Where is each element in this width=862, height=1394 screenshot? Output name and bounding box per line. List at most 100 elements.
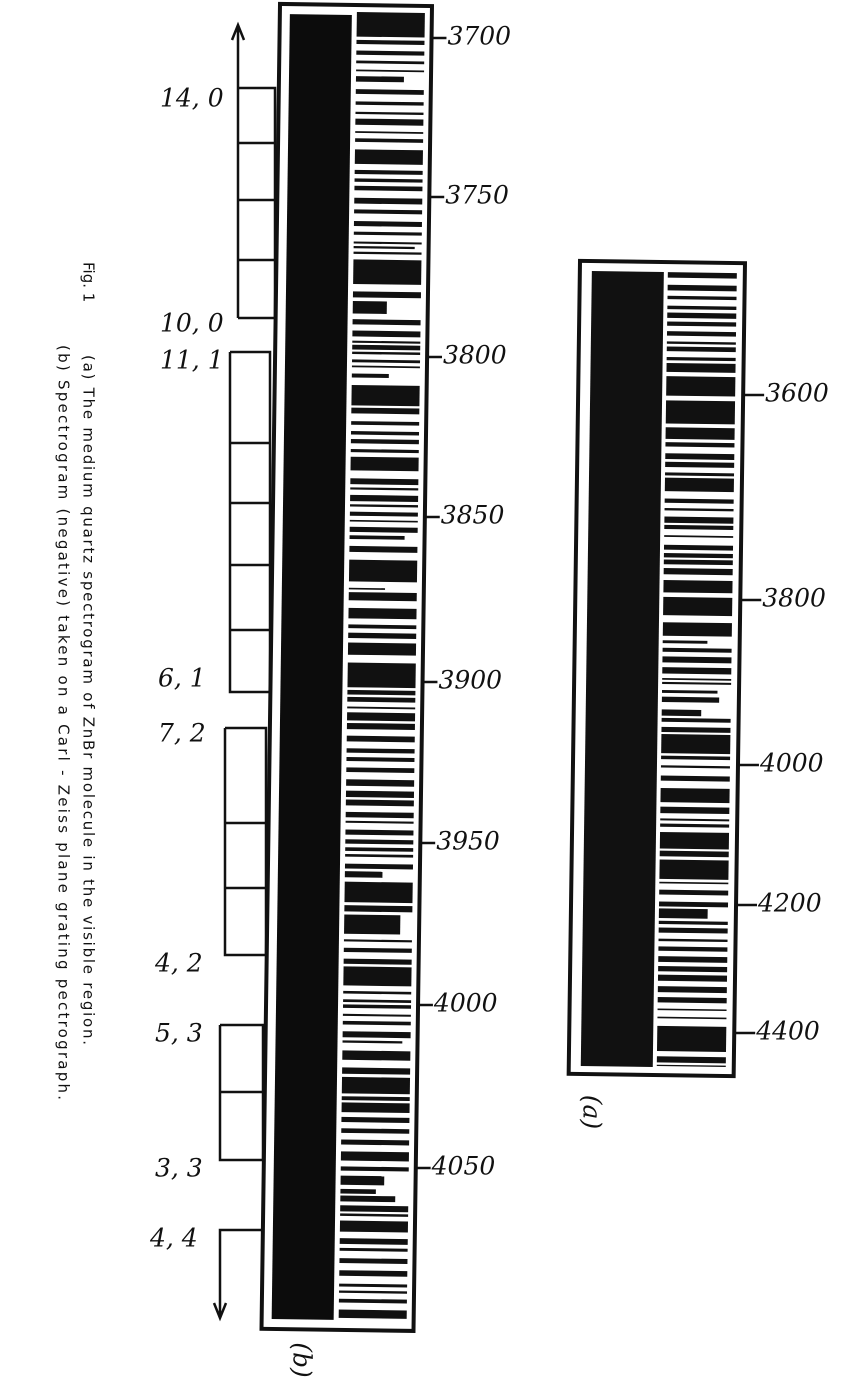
continuum-strip	[580, 271, 664, 1067]
spectral-line	[659, 901, 729, 908]
spectral-line	[662, 681, 732, 685]
spectral-line	[656, 1025, 727, 1052]
spectral-line	[348, 587, 386, 590]
spectral-line	[341, 1128, 410, 1134]
spectral-line	[666, 356, 736, 362]
spectral-line	[354, 209, 423, 215]
spectral-line	[342, 1031, 411, 1039]
spectral-line	[353, 231, 422, 236]
spectral-line	[657, 1008, 727, 1012]
spectral-line	[666, 376, 736, 397]
spectral-line	[345, 853, 414, 858]
spectral-line	[355, 118, 424, 126]
spectral-line	[656, 1064, 726, 1067]
band-head-label: 4, 2	[154, 949, 203, 978]
spectral-line	[345, 839, 414, 845]
spectral-line	[350, 494, 419, 503]
spectral-line	[661, 689, 718, 694]
spectral-line	[665, 427, 735, 440]
spectral-line	[662, 640, 708, 644]
spectral-line	[352, 330, 421, 338]
spectral-line	[347, 642, 417, 656]
spectral-line	[345, 847, 414, 852]
spectral-line	[347, 689, 416, 696]
spectral-line	[346, 757, 415, 762]
spectral-line	[349, 519, 418, 523]
spectral-line	[344, 881, 413, 904]
spectral-line	[661, 726, 731, 733]
spectral-line	[348, 607, 417, 620]
spectral-line	[354, 178, 423, 183]
spectral-line	[658, 908, 708, 919]
spectral-line	[353, 246, 415, 250]
band-head-label: 11, 1	[160, 346, 224, 375]
wavelength-label: 4050	[431, 1152, 496, 1181]
spectral-line	[657, 974, 728, 982]
spectral-line	[661, 696, 720, 703]
spectral-line	[351, 421, 420, 426]
spectral-line	[662, 667, 732, 675]
spectral-line	[664, 507, 734, 512]
spectral-line	[356, 39, 425, 45]
wavelength-label: 4400	[755, 1017, 820, 1046]
spectral-line	[664, 524, 734, 530]
spectral-line	[342, 1067, 411, 1075]
spectral-line	[343, 990, 412, 995]
spectral-line	[341, 1139, 410, 1146]
spectral-line	[665, 400, 736, 425]
spectral-line	[667, 295, 737, 301]
spectral-line	[658, 920, 728, 926]
spectral-line	[657, 997, 727, 1004]
spectral-line	[340, 1205, 409, 1213]
spectral-line	[347, 696, 416, 703]
caption-a: (a) The medium quartz spectrogram of ZnB…	[80, 355, 98, 1045]
spectral-line	[346, 779, 415, 787]
spectral-line	[667, 321, 737, 327]
band-head-label: 7, 2	[158, 719, 206, 748]
spectral-line	[351, 431, 420, 436]
spectral-line	[355, 131, 424, 134]
spectral-line	[666, 331, 737, 337]
spectral-line	[344, 914, 401, 935]
spectral-line	[658, 938, 728, 943]
spectral-line	[343, 947, 412, 953]
spectral-line	[353, 259, 422, 285]
spectral-line	[338, 1298, 407, 1304]
spectral-line	[351, 373, 389, 378]
spectral-line	[354, 185, 423, 192]
spectral-line	[355, 101, 424, 106]
spectral-line	[349, 511, 418, 517]
spectral-line	[344, 863, 414, 870]
spectral-line	[661, 717, 731, 723]
spectral-line	[343, 999, 412, 1003]
spectral-line	[339, 1220, 409, 1233]
spectral-line	[661, 755, 731, 761]
spectral-line	[345, 811, 414, 819]
spectral-line	[343, 966, 412, 987]
wavelength-label: 3800	[762, 584, 826, 613]
spectral-line	[341, 1102, 410, 1114]
spectral-line	[349, 545, 418, 553]
spectral-line	[663, 559, 733, 566]
spectral-line	[658, 946, 728, 952]
spectral-line	[342, 1004, 412, 1009]
spectral-line	[658, 966, 728, 973]
spectral-line	[666, 362, 736, 373]
bracket	[223, 726, 268, 957]
wavelength-label: 3750	[445, 181, 509, 210]
band-head-label: 10, 0	[160, 309, 224, 338]
wavelength-label: 3600	[765, 379, 829, 408]
wavelength-label: 3900	[438, 666, 502, 695]
spectral-line	[355, 89, 424, 95]
band-head-label: 4, 4	[149, 1224, 198, 1253]
spectral-line	[667, 284, 737, 292]
spectral-line	[349, 504, 419, 508]
wavelength-label: 4000	[759, 749, 824, 778]
spectral-line	[665, 442, 735, 448]
spectral-line	[339, 1247, 408, 1252]
spectral-line	[347, 712, 416, 722]
arrow-up	[230, 21, 246, 318]
spectral-line	[667, 305, 737, 311]
spectral-line	[349, 526, 418, 533]
spectral-line	[342, 1013, 411, 1017]
